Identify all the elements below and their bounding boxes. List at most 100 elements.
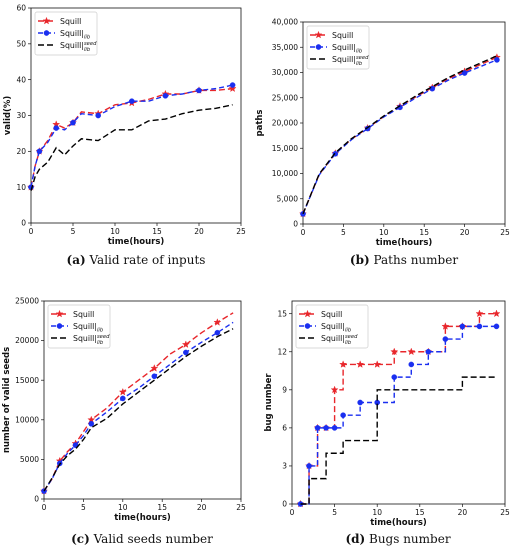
data-point — [461, 70, 468, 76]
data-point — [331, 425, 338, 431]
data-point — [213, 318, 222, 326]
plot-frame — [43, 300, 242, 500]
series-line-2 — [43, 328, 234, 492]
data-point — [229, 82, 236, 88]
data-point — [356, 360, 365, 368]
legend-marker — [314, 30, 323, 39]
legend-label-1: Squill|lib — [73, 322, 104, 334]
legend-label-2: Squill|seed lib — [332, 55, 369, 67]
data-point — [183, 349, 189, 356]
x-tick-label: 20 — [458, 508, 468, 517]
legend-label-0: Squill — [321, 310, 342, 319]
legend-label-1: Squill|lib — [332, 43, 363, 55]
series-line-0 — [43, 312, 234, 492]
data-point — [357, 399, 363, 406]
series-line-1 — [43, 321, 234, 492]
x-tick-label: 5 — [71, 227, 76, 236]
legend-marker — [56, 323, 63, 329]
data-point — [330, 385, 339, 394]
y-tick-label: 15 — [277, 309, 287, 318]
y-tick-label: 25,000 — [272, 93, 298, 102]
y-tick-label: 20 — [16, 147, 26, 156]
y-tick-label: 15000 — [15, 376, 39, 385]
x-axis-label: time(hours) — [376, 238, 433, 248]
data-point — [120, 395, 126, 402]
x-tick-label: 25 — [236, 227, 246, 236]
y-tick-label: 12 — [277, 347, 287, 356]
x-tick-label: 15 — [415, 508, 425, 517]
legend-label-2: Squill|seed lib — [73, 334, 110, 346]
x-tick-label: 25 — [236, 503, 246, 512]
x-tick-label: 25 — [500, 228, 510, 237]
x-tick-label: 25 — [500, 508, 510, 517]
data-point — [442, 336, 449, 342]
y-tick-label: 0 — [293, 220, 298, 229]
series-line-2 — [302, 55, 498, 215]
data-point — [70, 119, 76, 126]
x-tick-label: 0 — [42, 503, 47, 512]
y-tick-label: 0 — [34, 495, 39, 504]
data-point — [196, 87, 202, 94]
data-point — [494, 57, 500, 63]
x-tick-label: 15 — [152, 227, 162, 236]
data-point — [339, 360, 348, 368]
y-tick-label: 30,000 — [272, 68, 298, 77]
y-tick-label: 20,000 — [272, 119, 298, 128]
data-point — [459, 323, 466, 330]
legend-label-1: Squill|lib — [321, 322, 352, 334]
x-tick-label: 0 — [29, 227, 34, 236]
legend-box — [47, 304, 111, 349]
legend-marker — [304, 323, 311, 329]
data-point — [88, 420, 95, 427]
chart-panel-b: 0 5 10 15 20 25 0 5,000 10,000 15,000 20,000 25,000… — [255, 18, 510, 267]
legend-label-1: Squill|lib — [60, 29, 91, 41]
data-point — [425, 348, 432, 355]
data-point — [181, 340, 190, 348]
y-tick-label: 9 — [282, 385, 287, 394]
legend-marker — [43, 30, 50, 36]
legend-marker — [303, 309, 312, 318]
data-point — [408, 361, 415, 368]
data-point — [407, 347, 416, 356]
data-point — [36, 148, 43, 155]
legend-label-0: Squill — [332, 31, 353, 40]
data-point — [306, 463, 312, 469]
data-point — [475, 309, 484, 318]
legend-marker — [55, 309, 64, 318]
data-point — [391, 374, 398, 380]
y-tick-label: 10,000 — [272, 169, 298, 178]
x-tick-label: 5 — [332, 508, 337, 517]
y-tick-label: 35,000 — [272, 43, 298, 52]
x-tick-label: 20 — [460, 228, 470, 237]
caption: (c) Valid seeds number — [71, 532, 213, 546]
y-axis-label: valid(%) — [3, 96, 13, 136]
data-point — [492, 309, 501, 318]
y-tick-label: 3 — [282, 462, 287, 471]
y-tick-label: 15,000 — [272, 144, 298, 153]
data-point — [53, 125, 60, 131]
y-tick-label: 0 — [21, 219, 26, 228]
y-tick-label: 10 — [16, 183, 26, 192]
legend-box — [34, 11, 98, 56]
x-tick-label: 0 — [301, 228, 306, 237]
x-tick-label: 0 — [290, 508, 295, 517]
data-point — [128, 98, 135, 104]
data-point — [151, 373, 158, 380]
data-point — [95, 112, 101, 119]
x-axis-label: time(hours) — [114, 513, 171, 523]
x-axis-label: time(hours) — [370, 518, 427, 528]
data-point — [429, 85, 436, 92]
y-tick-label: 40,000 — [272, 18, 298, 27]
y-tick-label: 20000 — [15, 336, 39, 345]
series-line-2 — [30, 104, 233, 191]
legend-label-2: Squill|seed lib — [60, 41, 97, 53]
chart-panel-a: 0 5 10 15 20 25 0 10 20 30 40 50 60 time(hours) valid(… — [3, 4, 246, 267]
x-tick-label: 15 — [157, 503, 167, 512]
y-axis-label: paths — [255, 110, 265, 137]
data-point — [314, 425, 321, 431]
